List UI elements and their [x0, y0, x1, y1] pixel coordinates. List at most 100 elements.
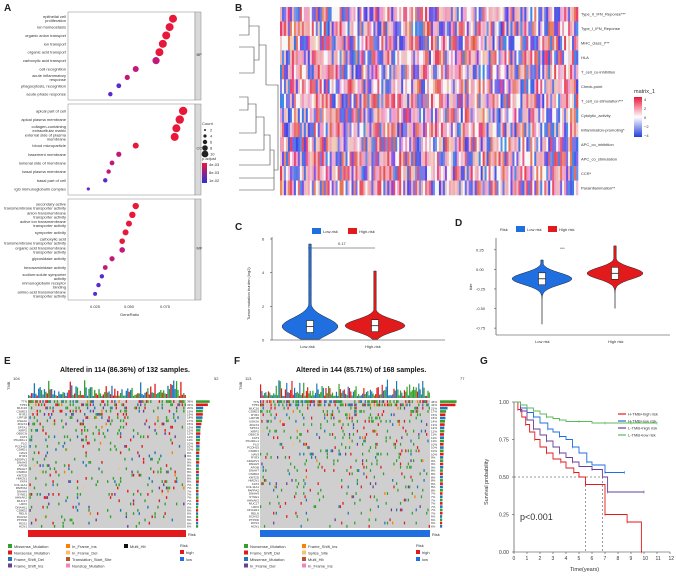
go-term-dot	[108, 91, 113, 97]
heatmap-cell	[321, 180, 325, 196]
mutation-cell	[79, 422, 82, 426]
mutation-cell	[45, 470, 47, 474]
gene-freq-bar	[440, 459, 444, 463]
legend-count-dot	[201, 150, 209, 158]
heatmap-cell	[283, 64, 287, 80]
heatmap-cell	[331, 35, 334, 51]
heatmap-cell	[333, 35, 336, 51]
heatmap-cell	[572, 7, 575, 22]
mutation-cell	[36, 429, 38, 432]
mutation-cell	[371, 400, 373, 403]
gene-label: PCDH15	[247, 446, 259, 450]
heatmap-cell	[323, 7, 326, 22]
heatmap-cell	[542, 166, 545, 181]
heatmap-cell	[319, 21, 323, 37]
mutation-cell	[160, 454, 162, 458]
heatmap-cell	[337, 137, 340, 152]
x-tick: High-risk	[365, 344, 381, 349]
mutation-cell	[407, 449, 410, 453]
heatmap-cell	[554, 50, 557, 66]
heatmap-cell	[379, 93, 382, 109]
heatmap-cell	[399, 7, 402, 22]
gene-label: HMCN1	[248, 479, 259, 483]
mutation-cell	[347, 423, 349, 426]
mutation-cell	[163, 515, 165, 519]
heatmap-cell	[283, 93, 287, 109]
heatmap-cell	[371, 64, 374, 80]
mutation-cell	[358, 400, 360, 403]
mutation-cell	[84, 413, 86, 416]
gene-pct: 11%	[187, 438, 193, 442]
heatmap-cell	[401, 108, 404, 123]
heatmap-cell	[323, 180, 326, 196]
mutation-cell	[292, 410, 294, 413]
heatmap-cell	[423, 122, 426, 138]
mutation-cell	[362, 462, 364, 466]
mutation-cell	[125, 512, 128, 515]
mutation-cell	[369, 469, 372, 472]
heatmap-cell	[401, 79, 404, 95]
heatmap-cell	[448, 21, 452, 37]
heatmap-cell	[500, 21, 503, 37]
heatmap-cell	[347, 180, 350, 196]
mutation-cell	[29, 400, 31, 403]
heatmap-cell	[550, 79, 553, 95]
gene-freq-bar	[440, 469, 443, 472]
heatmap-cell	[373, 7, 376, 22]
heatmap-cell	[548, 122, 551, 138]
mutation-cell	[283, 423, 285, 426]
heatmap-cell	[369, 137, 372, 152]
heatmap-cell	[560, 21, 563, 37]
heatmap-cell	[383, 151, 386, 167]
heatmap-cell	[468, 122, 472, 138]
mutation-cell	[427, 403, 429, 407]
legend-low-label: Low risk	[527, 227, 542, 232]
mutation-cell	[88, 416, 90, 419]
heatmap-cell	[488, 79, 491, 95]
gene-label: DCHS2	[249, 515, 260, 519]
heatmap-cell	[299, 180, 303, 196]
heatmap-cell	[552, 151, 555, 167]
tmb-bar	[98, 389, 100, 398]
mutation-cell	[348, 436, 351, 440]
gene-freq-bar	[196, 505, 199, 509]
heatmap-cell	[293, 79, 297, 95]
heatmap-cell	[520, 108, 523, 123]
heatmap-cell	[556, 64, 559, 80]
heatmap-cell	[438, 122, 442, 138]
heatmap-cell	[335, 108, 338, 123]
go-term-dot	[106, 169, 111, 174]
tmb-bar	[288, 392, 290, 398]
heatmap-cell	[417, 166, 420, 181]
heatmap-cell	[299, 151, 303, 167]
heatmap-cell	[564, 21, 567, 37]
heatmap-cell	[462, 122, 466, 138]
heatmap-cell	[484, 35, 487, 51]
heatmap-cell	[427, 50, 430, 66]
mutation-cell	[401, 508, 403, 512]
gene-freq-bar	[196, 461, 200, 464]
heatmap-cell	[319, 151, 323, 167]
mutation-cell	[101, 409, 103, 413]
legend-count-value: 2	[210, 128, 213, 133]
heatmap-cell	[448, 122, 452, 138]
mutation-cell	[101, 470, 103, 474]
heatmap-cell	[397, 79, 400, 95]
mutation-cell	[45, 496, 47, 499]
heatmap-cell	[385, 166, 388, 181]
heatmap-cell	[452, 166, 456, 181]
heatmap-cell	[297, 21, 301, 37]
tmb-bar	[262, 395, 264, 398]
mutation-cell	[173, 486, 175, 490]
mutation-cell	[148, 454, 151, 458]
tmb-bar	[419, 389, 421, 398]
mutation-cell	[307, 429, 309, 433]
mutation-cell	[325, 400, 327, 403]
heatmap-cell	[434, 122, 438, 138]
mutation-cell	[170, 438, 172, 442]
heatmap-cell	[462, 21, 466, 37]
heatmap-cell	[309, 93, 313, 109]
heatmap-cell	[429, 7, 432, 22]
heatmap-cell	[389, 35, 392, 51]
heatmap-cell	[560, 35, 563, 51]
